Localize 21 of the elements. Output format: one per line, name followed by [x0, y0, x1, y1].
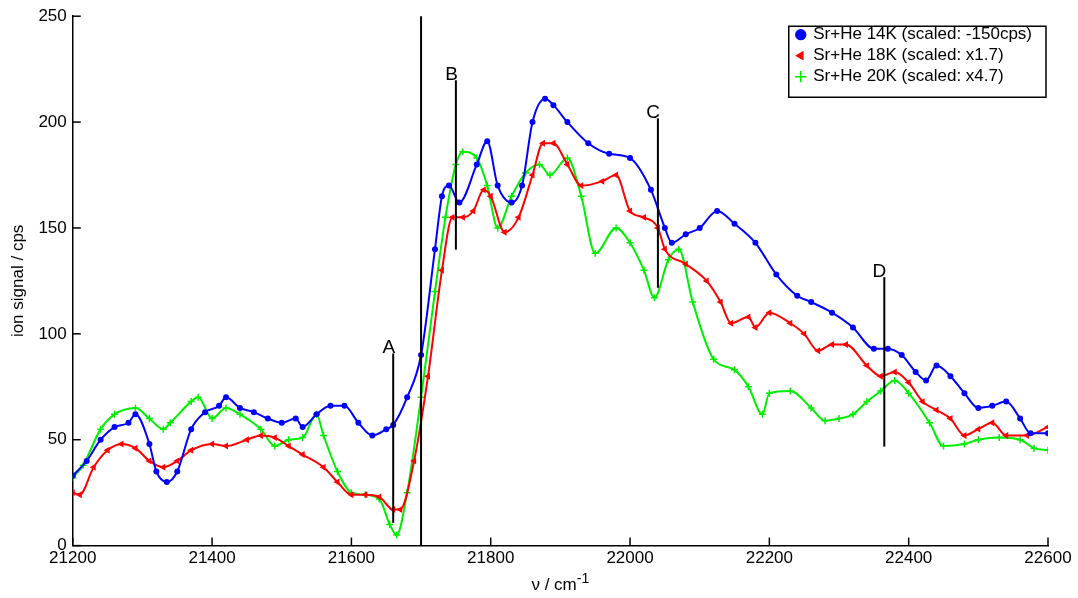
ref-line-label: A: [382, 336, 396, 358]
x-tick-label: 21600: [327, 548, 376, 568]
x-tick-label: 22200: [745, 548, 793, 568]
ref-line-label: C: [646, 101, 660, 123]
y-tick-label: 100: [38, 323, 67, 343]
y-axis-title: ion signal / cps: [7, 224, 27, 338]
x-tick-label: 22400: [885, 548, 933, 568]
y-tick-label: 250: [38, 5, 67, 25]
ref-line-label: D: [872, 259, 887, 281]
legend-label: Sr+He 18K (scaled: x1.7): [813, 45, 1004, 65]
x-tick-label: 21800: [467, 548, 515, 568]
x-tick-label: 22600: [1024, 548, 1072, 568]
ref-line-label: B: [445, 62, 458, 84]
y-tick-label: 50: [47, 429, 67, 449]
y-tick-label: 150: [38, 217, 67, 237]
x-tick-label: 22000: [606, 548, 654, 568]
x-axis-title: ν / cm$^{-1}$: [531, 570, 590, 595]
legend-label: Sr+He 20K (scaled: x4.7): [813, 66, 1004, 86]
y-tick-label: 200: [38, 111, 67, 131]
x-tick-label: 21400: [188, 548, 236, 568]
legend-label: Sr+He 14K (scaled: -150cps): [813, 24, 1033, 44]
